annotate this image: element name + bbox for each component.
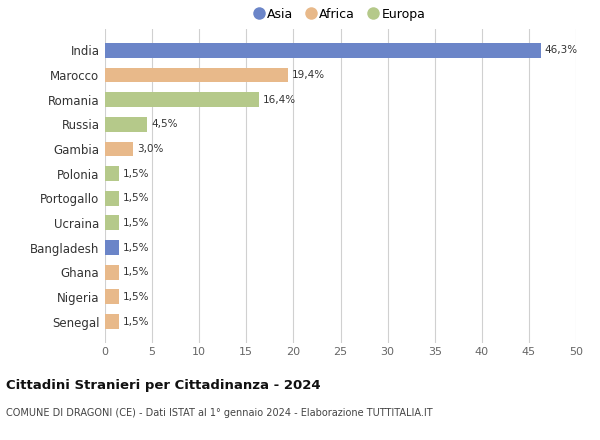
Text: 1,5%: 1,5% — [123, 267, 149, 277]
Bar — [105, 117, 148, 132]
Text: 1,5%: 1,5% — [123, 218, 149, 228]
Text: 19,4%: 19,4% — [292, 70, 325, 80]
Text: 1,5%: 1,5% — [123, 169, 149, 179]
Bar — [105, 191, 119, 205]
Text: 46,3%: 46,3% — [545, 45, 578, 55]
Bar — [105, 314, 119, 329]
Bar — [105, 43, 541, 58]
Text: 1,5%: 1,5% — [123, 193, 149, 203]
Text: 16,4%: 16,4% — [263, 95, 296, 105]
Text: 1,5%: 1,5% — [123, 292, 149, 302]
Legend: Asia, Africa, Europa: Asia, Africa, Europa — [256, 8, 425, 21]
Bar — [105, 216, 119, 230]
Bar — [105, 92, 259, 107]
Bar — [105, 68, 288, 82]
Bar — [105, 290, 119, 304]
Text: 1,5%: 1,5% — [123, 316, 149, 326]
Text: 3,0%: 3,0% — [137, 144, 163, 154]
Text: COMUNE DI DRAGONI (CE) - Dati ISTAT al 1° gennaio 2024 - Elaborazione TUTTITALIA: COMUNE DI DRAGONI (CE) - Dati ISTAT al 1… — [6, 408, 433, 418]
Bar — [105, 166, 119, 181]
Bar — [105, 142, 133, 156]
Text: Cittadini Stranieri per Cittadinanza - 2024: Cittadini Stranieri per Cittadinanza - 2… — [6, 379, 320, 392]
Text: 4,5%: 4,5% — [151, 119, 178, 129]
Bar — [105, 240, 119, 255]
Bar — [105, 265, 119, 279]
Text: 1,5%: 1,5% — [123, 242, 149, 253]
